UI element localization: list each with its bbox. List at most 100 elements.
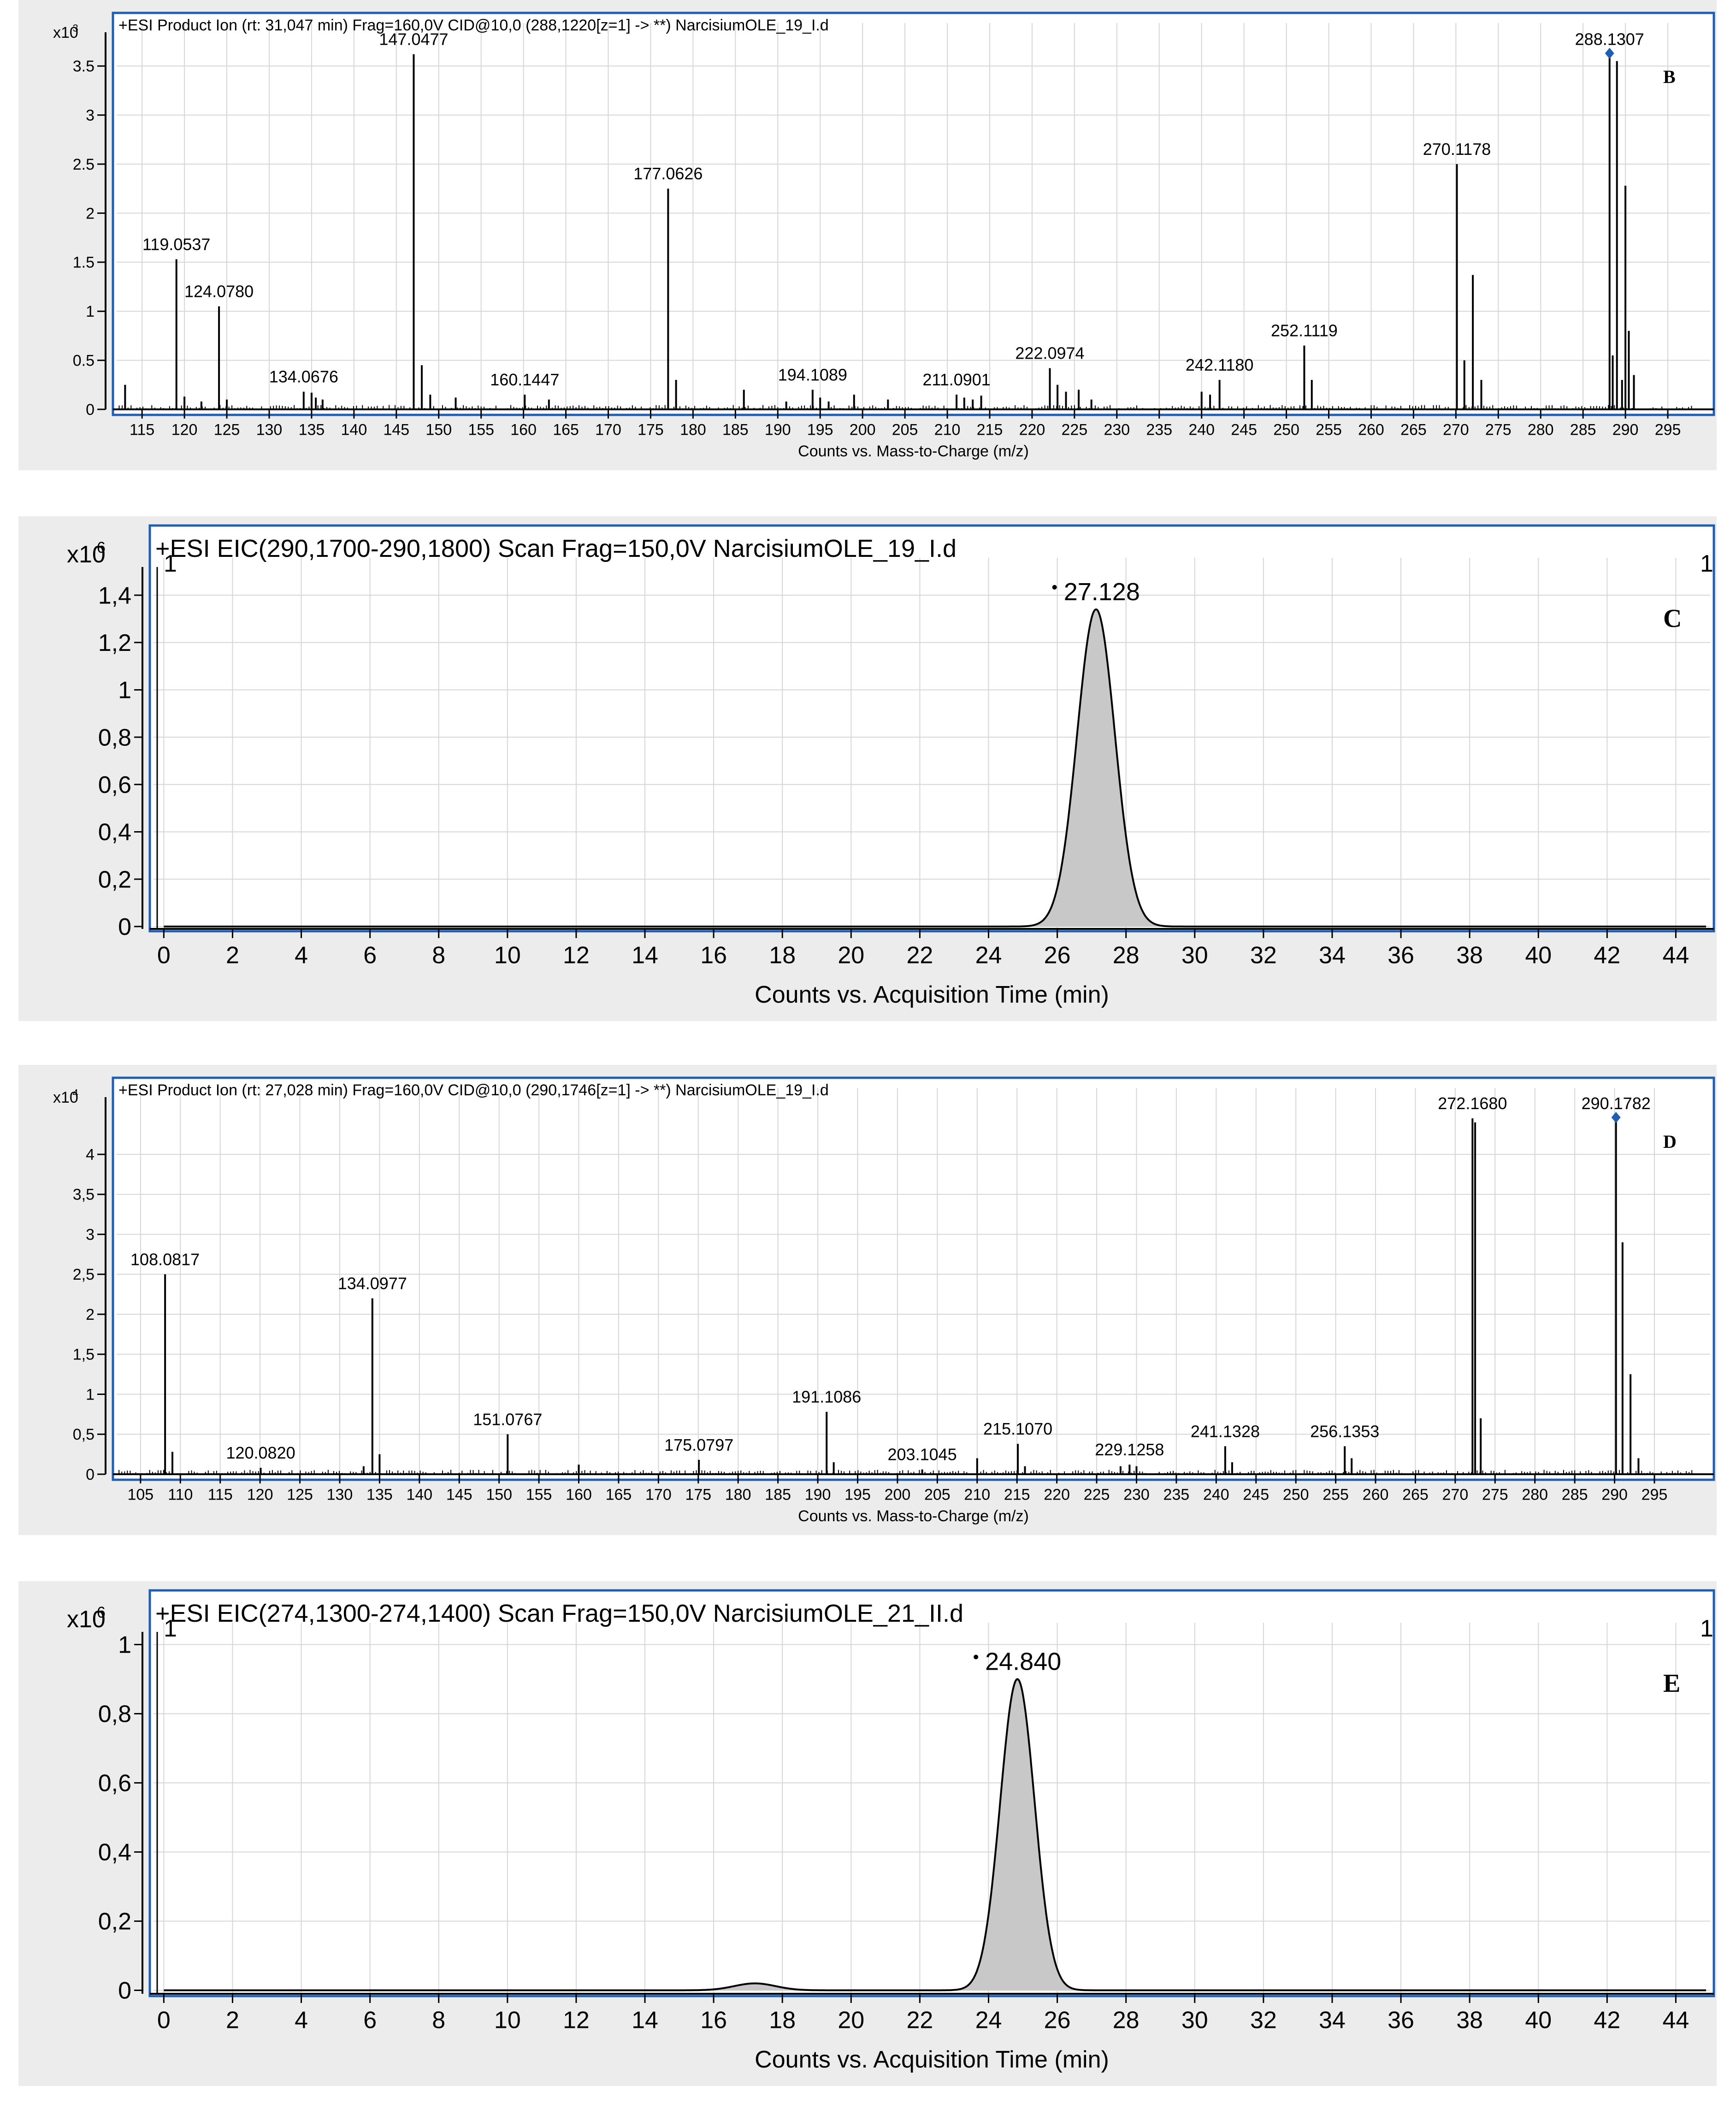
x-tick-label: 18	[769, 2007, 796, 2034]
peak-fill	[1020, 609, 1172, 927]
x-tick-label: 38	[1456, 942, 1483, 969]
x-tick-label: 255	[1316, 421, 1342, 439]
x-tick-label: 10	[494, 2007, 521, 2034]
x-tick-label: 260	[1363, 1486, 1389, 1504]
chart-title: +ESI Product Ion (rt: 31,047 min) Frag=1…	[118, 17, 829, 34]
x-tick-label: 28	[1113, 942, 1140, 969]
x-tick-label: 42	[1594, 942, 1620, 969]
peak-label: 134.0977	[338, 1274, 407, 1293]
x-tick-label: 200	[850, 421, 876, 439]
x-tick-label: 265	[1402, 1486, 1429, 1504]
plot-frame	[148, 1589, 1715, 1997]
x-tick-label: 0	[157, 2007, 171, 2034]
chart-title: +ESI EIC(274,1300-274,1400) Scan Frag=15…	[155, 1600, 963, 1627]
y-scale-label: x10	[67, 541, 106, 568]
x-tick-label: 270	[1442, 1486, 1469, 1504]
plot-frame	[148, 524, 1715, 933]
peak-label: 119.0537	[142, 235, 210, 254]
peak-label: 27.128	[1064, 578, 1140, 606]
apex-marker	[974, 1654, 979, 1660]
y-scale-label: x10	[67, 1606, 106, 1633]
y-tick-label: 2,5	[73, 1266, 94, 1283]
x-tick-label: 200	[885, 1486, 911, 1504]
chart-svg: +ESI EIC(290,1700-290,1800) Scan Frag=15…	[67, 524, 1715, 1008]
x-tick-label: 115	[130, 421, 154, 439]
x-tick-label: 210	[934, 421, 961, 439]
x-tick-label: 250	[1283, 1486, 1309, 1504]
x-tick-label: 260	[1358, 421, 1384, 439]
x-tick-label: 150	[486, 1486, 512, 1504]
y-tick-label: 1,2	[98, 630, 131, 656]
x-tick-label: 2	[226, 2007, 239, 2034]
x-tick-label: 165	[553, 421, 579, 439]
x-tick-label: 295	[1642, 1486, 1668, 1504]
corner-label-left: 1	[164, 550, 177, 577]
y-scale-exponent: 6	[97, 1604, 106, 1621]
peak-fill	[672, 1983, 838, 1991]
precursor-marker	[1605, 47, 1614, 59]
x-tick-label: 42	[1594, 2007, 1620, 2034]
peak-label: 241.1328	[1191, 1422, 1260, 1441]
x-tick-label: 185	[765, 1486, 791, 1504]
chart-svg: +ESI Product Ion (rt: 31,047 min) Frag=1…	[53, 12, 1715, 460]
panel-letter: E	[1663, 1669, 1680, 1698]
x-tick-label: 270	[1443, 421, 1469, 439]
x-tick-label: 255	[1323, 1486, 1349, 1504]
x-tick-label: 36	[1388, 2007, 1414, 2034]
peak-label: 177.0626	[633, 164, 703, 183]
x-tick-label: 30	[1181, 942, 1208, 969]
x-axis-label: Counts vs. Acquisition Time (min)	[755, 981, 1109, 1008]
chart-panel-c: +ESI EIC(290,1700-290,1800) Scan Frag=15…	[18, 516, 1717, 1021]
x-tick-label: 155	[468, 421, 494, 439]
x-tick-label: 250	[1273, 421, 1299, 439]
y-scale-exponent: 3	[73, 22, 78, 34]
x-tick-label: 285	[1570, 421, 1596, 439]
y-tick-label: 2.5	[73, 156, 94, 173]
x-tick-label: 185	[722, 421, 749, 439]
y-scale-label: x10	[53, 24, 78, 41]
x-tick-label: 44	[1663, 2007, 1689, 2034]
x-tick-label: 12	[563, 942, 590, 969]
x-tick-label: 28	[1113, 2007, 1140, 2034]
x-tick-label: 230	[1123, 1486, 1150, 1504]
y-tick-label: 0.5	[73, 352, 94, 370]
x-tick-label: 145	[446, 1486, 472, 1504]
y-scale-exponent: 6	[97, 539, 106, 556]
chart-title: +ESI EIC(290,1700-290,1800) Scan Frag=15…	[155, 535, 957, 562]
x-tick-label: 34	[1319, 942, 1346, 969]
x-tick-label: 4	[295, 2007, 308, 2034]
x-tick-label: 205	[924, 1486, 951, 1504]
y-tick-label: 0	[118, 1978, 131, 2004]
peak-fill	[949, 1679, 1086, 1991]
x-tick-label: 105	[127, 1486, 154, 1504]
x-tick-label: 290	[1612, 421, 1639, 439]
x-tick-label: 20	[838, 2007, 864, 2034]
x-tick-label: 205	[892, 421, 918, 439]
x-tick-label: 125	[214, 421, 240, 439]
y-tick-label: 0	[86, 1466, 94, 1483]
peak-label: 108.0817	[130, 1250, 200, 1269]
x-tick-label: 245	[1231, 421, 1257, 439]
peak-label: 147.0477	[379, 30, 448, 49]
x-tick-label: 2	[226, 942, 239, 969]
x-tick-label: 240	[1188, 421, 1215, 439]
x-tick-label: 225	[1084, 1486, 1110, 1504]
chart-panel-e: +ESI EIC(274,1300-274,1400) Scan Frag=15…	[18, 1581, 1717, 2086]
x-tick-label: 190	[765, 421, 791, 439]
x-tick-label: 6	[363, 2007, 377, 2034]
x-tick-label: 230	[1104, 421, 1130, 439]
x-tick-label: 245	[1243, 1486, 1269, 1504]
x-tick-label: 195	[807, 421, 833, 439]
chart-panel-d: +ESI Product Ion (rt: 27,028 min) Frag=1…	[18, 1065, 1717, 1535]
y-tick-label: 1,4	[98, 582, 131, 609]
x-tick-label: 215	[977, 421, 1003, 439]
y-tick-label: 2	[86, 205, 94, 222]
x-tick-label: 18	[769, 942, 796, 969]
x-tick-label: 210	[964, 1486, 990, 1504]
x-tick-label: 160	[566, 1486, 592, 1504]
y-tick-label: 0,6	[98, 1770, 131, 1797]
y-tick-label: 0,2	[98, 866, 131, 893]
x-tick-label: 190	[805, 1486, 831, 1504]
x-tick-label: 40	[1525, 942, 1552, 969]
x-tick-label: 220	[1044, 1486, 1070, 1504]
